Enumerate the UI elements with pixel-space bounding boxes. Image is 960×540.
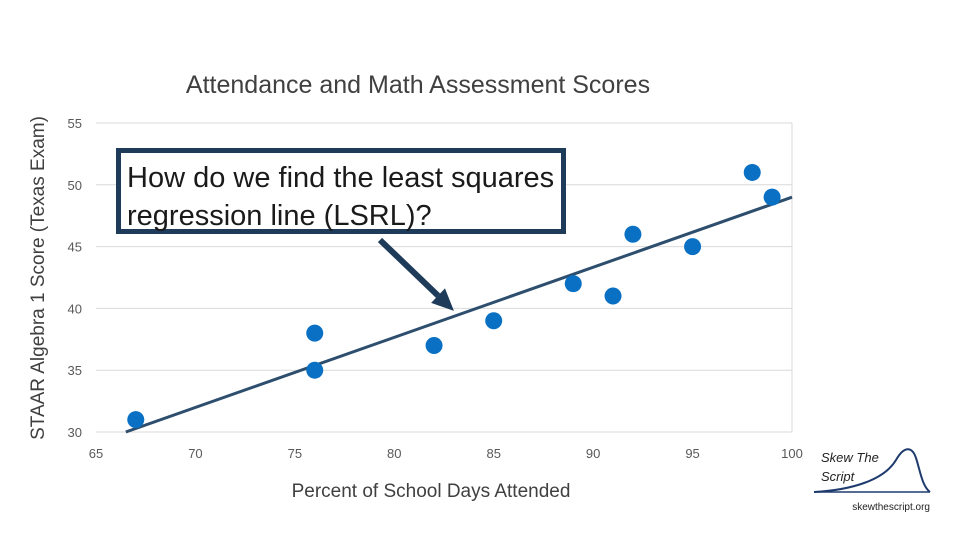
x-tick-65: 65 bbox=[89, 446, 103, 461]
y-tick-30: 30 bbox=[68, 425, 82, 440]
data-point-6 bbox=[564, 275, 582, 293]
brand-name: Skew The Script bbox=[821, 450, 879, 484]
data-point-7 bbox=[604, 287, 622, 305]
brand-logo: Skew The Script skewthescript.org bbox=[812, 440, 942, 530]
data-point-11 bbox=[763, 188, 781, 206]
x-axis-label: Percent of School Days Attended bbox=[292, 481, 571, 502]
x-tick-70: 70 bbox=[188, 446, 202, 461]
x-tick-80: 80 bbox=[387, 446, 401, 461]
y-tick-55: 55 bbox=[68, 116, 82, 131]
arrow-shaft bbox=[377, 237, 441, 298]
data-point-2 bbox=[306, 324, 324, 342]
y-tick-50: 50 bbox=[68, 178, 82, 193]
y-tick-40: 40 bbox=[68, 301, 82, 316]
y-tick-35: 35 bbox=[68, 363, 82, 378]
bell-curve-icon bbox=[813, 448, 931, 493]
y-axis-label: STAAR Algebra 1 Score (Texas Exam) bbox=[28, 116, 49, 440]
callout-arrow bbox=[377, 237, 454, 311]
brand-url: skewthescript.org bbox=[852, 502, 930, 513]
x-tick-95: 95 bbox=[685, 446, 699, 461]
y-tick-45: 45 bbox=[68, 240, 82, 255]
x-tick-labels: 65 70 75 80 85 90 95 100 bbox=[89, 446, 803, 461]
x-tick-100: 100 bbox=[781, 446, 803, 461]
x-tick-90: 90 bbox=[586, 446, 600, 461]
chart-title: Attendance and Math Assessment Scores bbox=[186, 71, 650, 99]
regression-line bbox=[125, 195, 793, 434]
arrow-head bbox=[431, 288, 454, 311]
data-point-4 bbox=[425, 336, 443, 354]
data-point-5 bbox=[485, 312, 503, 330]
callout-box: How do we find the least squares regress… bbox=[116, 148, 566, 234]
data-point-10 bbox=[743, 163, 761, 181]
data-point-3 bbox=[306, 361, 324, 379]
data-point-8 bbox=[624, 225, 642, 243]
x-tick-75: 75 bbox=[288, 446, 302, 461]
data-point-9 bbox=[684, 238, 702, 256]
x-tick-85: 85 bbox=[486, 446, 500, 461]
data-point-1 bbox=[127, 411, 145, 429]
data-points bbox=[127, 163, 781, 429]
gridlines bbox=[96, 122, 793, 433]
y-tick-labels: 30 35 40 45 50 55 bbox=[68, 116, 82, 440]
